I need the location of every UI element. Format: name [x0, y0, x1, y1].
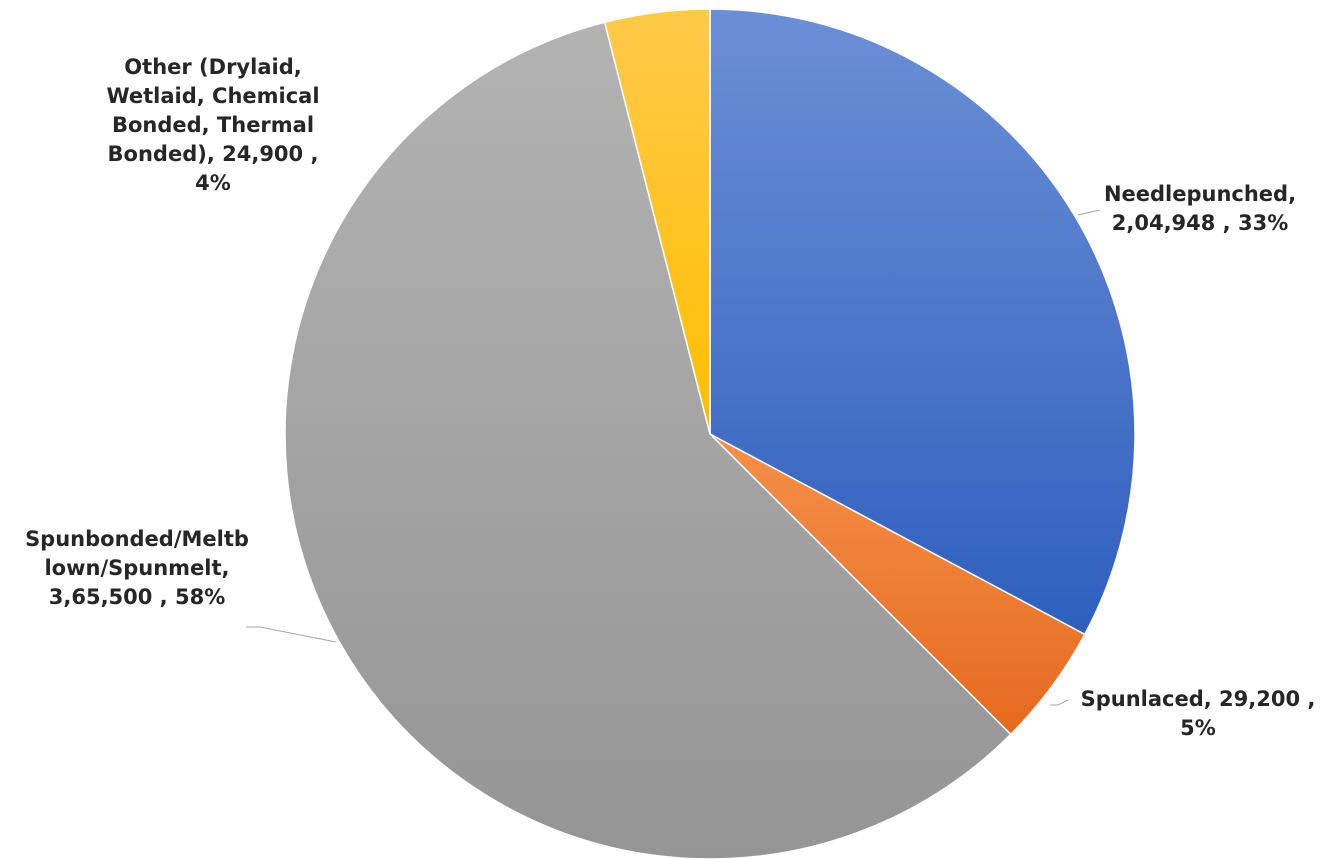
leader-line-spunlaced	[1050, 699, 1069, 706]
data-label-spunlaced: Spunlaced, 29,200 , 5%	[1063, 685, 1333, 743]
data-label-line: lown/Spunmelt,	[44, 556, 230, 580]
data-label-line: Other (Drylaid,	[124, 55, 302, 79]
data-label-line: 4%	[195, 171, 231, 195]
data-label-line: Wetlaid, Chemical	[106, 84, 320, 108]
data-label-line: Spunlaced, 29,200 ,	[1080, 687, 1316, 711]
data-label-line: 5%	[1180, 716, 1216, 740]
data-label-line: Spunbonded/Meltb	[25, 527, 249, 551]
data-label-other: Other (Drylaid, Wetlaid, Chemical Bonded…	[82, 53, 344, 198]
pie-slice-other	[603, 8, 711, 435]
pie-slice-spunbonded	[284, 21, 1012, 859]
data-label-spunbonded: Spunbonded/Meltb lown/Spunmelt, 3,65,500…	[2, 525, 272, 612]
data-label-needlepunched: Needlepunched, 2,04,948 , 33%	[1071, 180, 1329, 238]
data-label-line: Bonded), 24,900 ,	[107, 142, 319, 166]
pie-slices	[284, 8, 1136, 859]
data-label-line: Bonded, Thermal	[111, 113, 315, 137]
leader-line-needlepunched	[1077, 209, 1101, 216]
leader-lines	[246, 209, 1101, 706]
leader-line-spunbonded	[246, 626, 337, 643]
data-label-line: 3,65,500 , 58%	[48, 585, 226, 609]
data-label-line: Needlepunched,	[1103, 182, 1297, 206]
data-label-line: 2,04,948 , 33%	[1111, 211, 1289, 235]
pie-slice-needlepunched	[709, 8, 1136, 636]
